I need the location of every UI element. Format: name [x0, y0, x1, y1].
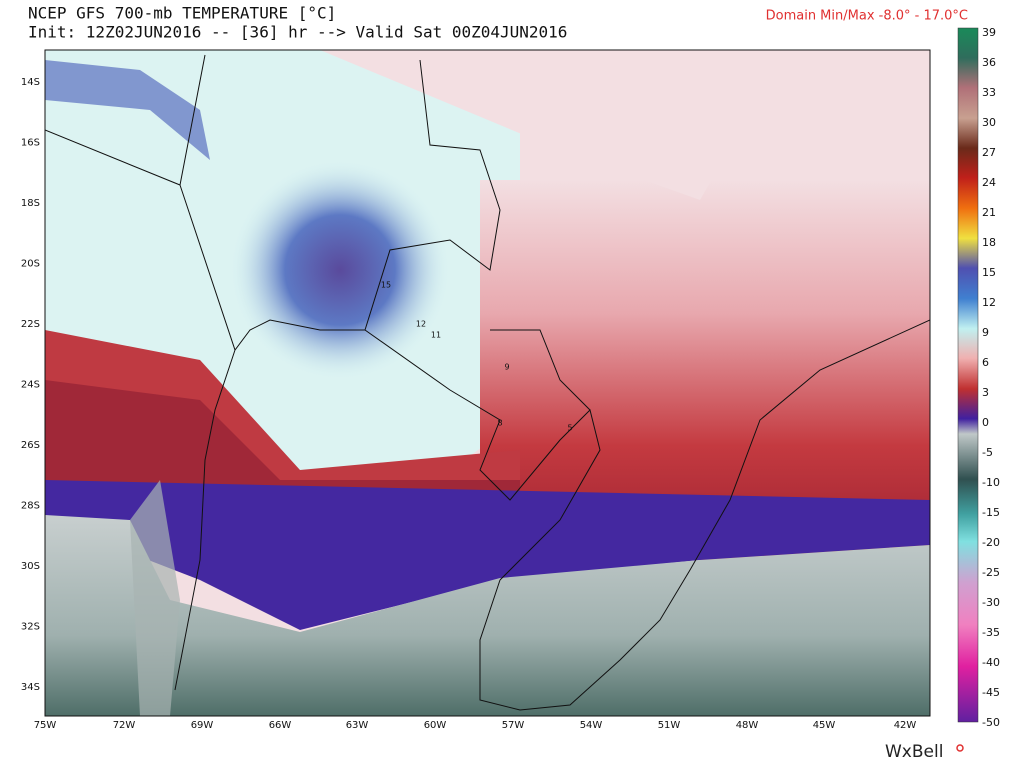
- lon-label: 63W: [346, 720, 369, 731]
- lat-label: 20S: [21, 259, 40, 270]
- colorbar-label: 36: [982, 56, 996, 69]
- contour-label: 12: [416, 320, 426, 329]
- colorbar-label: 33: [982, 86, 996, 99]
- colorbar-label: -15: [982, 506, 1000, 519]
- lon-label: 75W: [34, 720, 57, 731]
- lon-label: 69W: [191, 720, 214, 731]
- lat-label: 28S: [21, 501, 40, 512]
- colorbar-label: 6: [982, 356, 989, 369]
- colorbar-label: -5: [982, 446, 993, 459]
- title: NCEP GFS 700-mb TEMPERATURE [°C]: [28, 4, 336, 23]
- colorbar-label: 3: [982, 386, 989, 399]
- lon-label: 60W: [424, 720, 447, 731]
- colorbar-label: 39: [982, 26, 996, 39]
- colorbar-label: 12: [982, 296, 996, 309]
- map-frame: [44, 49, 931, 717]
- lon-label: 66W: [269, 720, 292, 731]
- logo-dot: [956, 744, 964, 752]
- contour-label: 15: [381, 281, 391, 290]
- colorbar-label: 30: [982, 116, 996, 129]
- colorbar-label: 24: [982, 176, 996, 189]
- colorbar: [957, 27, 979, 723]
- lat-label: 24S: [21, 380, 40, 391]
- colorbar-label: 21: [982, 206, 996, 219]
- domain-minmax: Domain Min/Max -8.0° - 17.0°C: [766, 9, 968, 24]
- colorbar-label: -50: [982, 716, 1000, 729]
- lat-label: 30S: [21, 561, 40, 572]
- colorbar-label: -40: [982, 656, 1000, 669]
- colorbar-label: 18: [982, 236, 996, 249]
- contour-label: 9: [504, 363, 509, 372]
- lon-label: 54W: [580, 720, 603, 731]
- lat-label: 26S: [21, 440, 40, 451]
- colorbar-label: -10: [982, 476, 1000, 489]
- lon-label: 57W: [502, 720, 525, 731]
- lon-label: 45W: [813, 720, 836, 731]
- lon-label: 51W: [658, 720, 681, 731]
- colorbar-label: -20: [982, 536, 1000, 549]
- logo: WxBell: [885, 742, 943, 762]
- lat-label: 16S: [21, 138, 40, 149]
- lat-label: 14S: [21, 77, 40, 88]
- subtitle: Init: 12Z02JUN2016 -- [36] hr --> Valid …: [28, 23, 567, 42]
- map-field: [45, 50, 930, 716]
- colorbar-label: 9: [982, 326, 989, 339]
- lon-label: 48W: [736, 720, 759, 731]
- colorbar-label: -25: [982, 566, 1000, 579]
- contour-label: 11: [431, 331, 441, 340]
- lon-label: 42W: [894, 720, 917, 731]
- colorbar-label: 27: [982, 146, 996, 159]
- colorbar-label: -45: [982, 686, 1000, 699]
- contour-label: 8: [497, 419, 502, 428]
- lon-label: 72W: [113, 720, 136, 731]
- lat-label: 32S: [21, 622, 40, 633]
- lat-label: 22S: [21, 319, 40, 330]
- colorbar-label: -35: [982, 626, 1000, 639]
- colorbar-label: -30: [982, 596, 1000, 609]
- lat-label: 34S: [21, 682, 40, 693]
- colorbar-label: 0: [982, 416, 989, 429]
- lat-label: 18S: [21, 198, 40, 209]
- contour-label: 5: [567, 424, 572, 433]
- colorbar-label: 15: [982, 266, 996, 279]
